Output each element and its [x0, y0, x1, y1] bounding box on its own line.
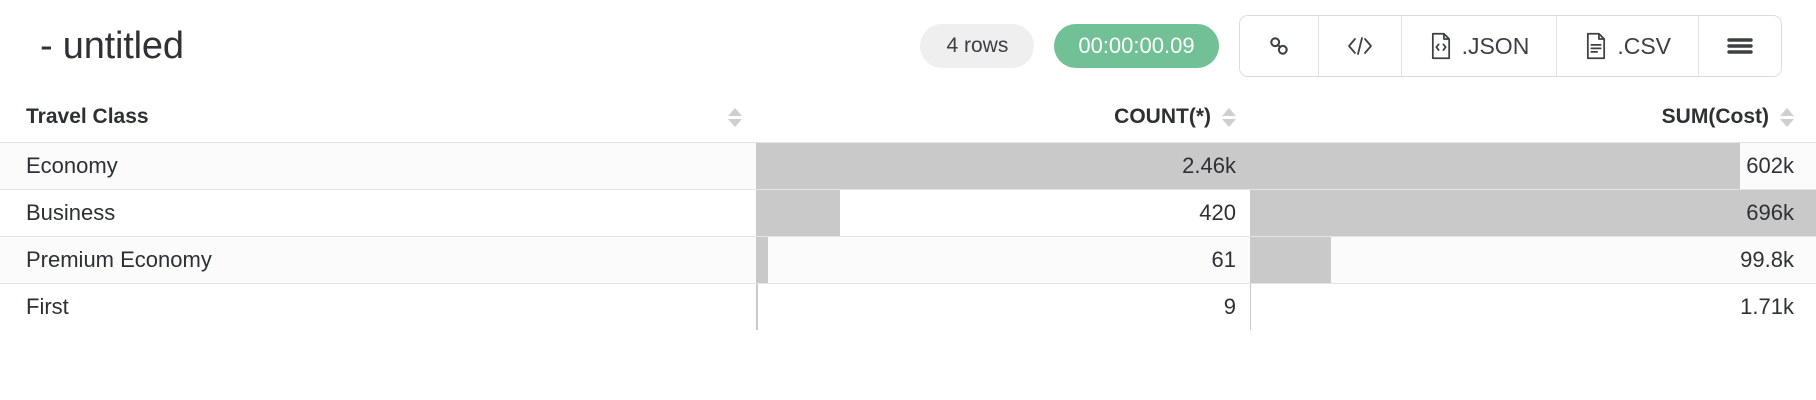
hamburger-menu-icon [1725, 35, 1755, 57]
cell-value: 420 [1199, 200, 1236, 225]
count-bar [756, 143, 1250, 189]
sort-icon[interactable] [728, 107, 742, 127]
cell-value: 696k [1746, 200, 1794, 225]
results-table: Travel Class COUNT(*) SUM(Cost) [0, 92, 1816, 330]
cell-value: 61 [1211, 247, 1236, 272]
column-header-count[interactable]: COUNT(*) [756, 92, 1250, 142]
table-body: Economy 2.46k 602k Business 420 [0, 142, 1816, 330]
code-icon [1345, 33, 1375, 59]
column-header-travel-class[interactable]: Travel Class [0, 92, 756, 142]
cell-value: Premium Economy [26, 247, 212, 272]
cell-travel-class: Premium Economy [0, 237, 756, 283]
column-header-label: COUNT(*) [1114, 105, 1211, 128]
count-bar [756, 237, 769, 283]
csv-file-icon [1584, 32, 1608, 60]
cell-count: 9 [756, 284, 1250, 330]
code-button[interactable] [1318, 16, 1402, 76]
cell-value: 9 [1223, 294, 1236, 319]
cell-value: Economy [26, 153, 118, 178]
sum-bar [1250, 284, 1252, 330]
cell-sum: 99.8k [1250, 237, 1816, 283]
page-title: - untitled [40, 24, 184, 67]
execution-time-badge: 00:00:00.09 [1054, 24, 1219, 68]
cell-value: 99.8k [1740, 247, 1794, 272]
cell-value: 602k [1746, 153, 1794, 178]
cell-value: 2.46k [1182, 153, 1236, 178]
sort-icon[interactable] [1222, 107, 1236, 127]
cell-value: Business [26, 200, 116, 225]
export-button-group: .JSON .CSV [1238, 15, 1782, 77]
table-header-row: Travel Class COUNT(*) SUM(Cost) [0, 92, 1816, 142]
column-header-label: SUM(Cost) [1661, 105, 1769, 128]
csv-export-label: .CSV [1617, 32, 1671, 59]
cell-count: 2.46k [756, 143, 1250, 189]
table-row[interactable]: Premium Economy 61 99.8k [0, 236, 1816, 283]
csv-export-button[interactable]: .CSV [1557, 16, 1699, 76]
cell-count: 420 [756, 190, 1250, 236]
cell-sum: 696k [1250, 190, 1816, 236]
sum-bar [1250, 143, 1740, 189]
cell-sum: 602k [1250, 143, 1816, 189]
table-row[interactable]: Business 420 696k [0, 189, 1816, 236]
json-file-icon [1429, 32, 1453, 60]
table-row[interactable]: First 9 1.71k [0, 283, 1816, 330]
column-header-sum[interactable]: SUM(Cost) [1250, 92, 1816, 142]
cell-sum: 1.71k [1250, 284, 1816, 330]
json-export-button[interactable]: .JSON [1401, 16, 1558, 76]
json-export-label: .JSON [1461, 32, 1530, 59]
cell-travel-class: Economy [0, 143, 756, 189]
link-icon [1266, 33, 1292, 59]
count-bar [756, 284, 758, 330]
sort-icon[interactable] [1780, 107, 1794, 127]
sum-bar [1250, 237, 1331, 283]
cell-value: First [26, 294, 69, 319]
menu-button[interactable] [1699, 16, 1781, 76]
column-header-label: Travel Class [26, 105, 149, 128]
table-row[interactable]: Economy 2.46k 602k [0, 142, 1816, 189]
cell-count: 61 [756, 237, 1250, 283]
row-count-badge: 4 rows [920, 24, 1035, 68]
header-actions: 4 rows 00:00:00.09 [920, 15, 1782, 77]
cell-travel-class: Business [0, 190, 756, 236]
link-button[interactable] [1239, 16, 1319, 76]
cell-travel-class: First [0, 284, 756, 330]
sum-bar [1250, 190, 1816, 236]
panel-header: - untitled 4 rows 00:00:00.09 [0, 0, 1816, 92]
cell-value: 1.71k [1740, 294, 1794, 319]
count-bar [756, 190, 841, 236]
